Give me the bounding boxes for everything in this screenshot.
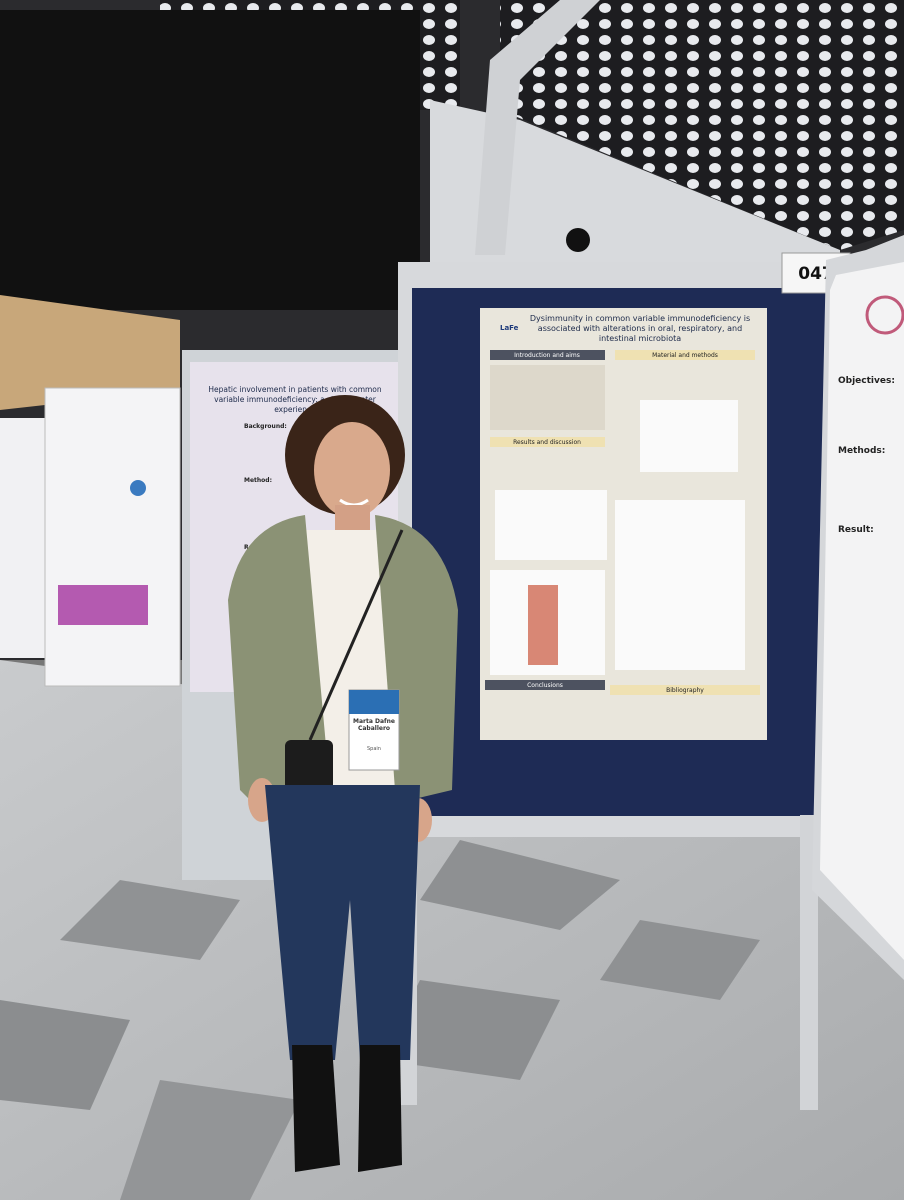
poster-label: Result: [838, 525, 874, 535]
floor-tile [0, 1000, 130, 1110]
section-title: Conclusions [527, 682, 563, 689]
poster [44, 387, 181, 687]
wood-structure [0, 295, 180, 410]
floor-tile [380, 980, 560, 1080]
section-header [485, 680, 605, 690]
poster-title: Dysimmunity in common variable immunodef… [529, 314, 751, 343]
floor-tile [600, 920, 760, 1000]
badge-country: Spain [367, 746, 381, 752]
badge-name-box: Marta Dafne Caballero [353, 718, 395, 732]
speaker [566, 228, 590, 252]
section-title: Bibliography [666, 687, 704, 694]
person: Marta Dafne Caballero Spain [228, 395, 458, 1172]
section-header [490, 350, 605, 360]
poster-figure [615, 500, 745, 670]
poster-label: Background: [244, 423, 287, 430]
section-title: Material and methods [652, 352, 718, 359]
section-header [610, 685, 760, 695]
poster-text-block [490, 365, 605, 430]
ceiling-lights [500, 0, 904, 250]
bag-strap [308, 529, 404, 741]
poster-figure [130, 480, 146, 496]
poster-title-box: Dysimmunity in common variable immunodef… [529, 314, 751, 343]
floor-tile [120, 1080, 300, 1200]
poster-figure [58, 585, 148, 625]
wall [430, 100, 840, 265]
poster-title: Hepatic involvement in patients with com… [208, 385, 382, 414]
poster-heatmap [528, 585, 558, 665]
section-title: Introduction and aims [514, 352, 580, 359]
section-header [490, 437, 605, 447]
floor-tile [60, 880, 240, 960]
jacket [228, 515, 330, 800]
board-number: 047 [798, 264, 834, 284]
badge-header [349, 690, 399, 714]
section-title: Results and discussion [513, 439, 581, 446]
poster [820, 262, 904, 960]
poster-logo [865, 295, 904, 335]
poster-logo: LaFe [500, 324, 519, 332]
face [314, 422, 390, 518]
badge-name: Marta Dafne Caballero [353, 718, 395, 732]
boot [292, 1045, 340, 1172]
poster [0, 418, 48, 658]
poster-figure [640, 400, 738, 472]
poster-figure [495, 490, 607, 560]
beam [475, 0, 600, 255]
poster-label: Methods: [838, 446, 885, 456]
section-header [615, 350, 755, 360]
black-curtain [0, 10, 420, 310]
poster-label: Method: [244, 477, 272, 484]
poster-title-box: Hepatic involvement in patients with com… [208, 385, 382, 414]
jeans [265, 785, 420, 1060]
poster-label: Objectives: [838, 376, 895, 386]
boot [358, 1045, 402, 1172]
floor-tile [420, 840, 620, 930]
